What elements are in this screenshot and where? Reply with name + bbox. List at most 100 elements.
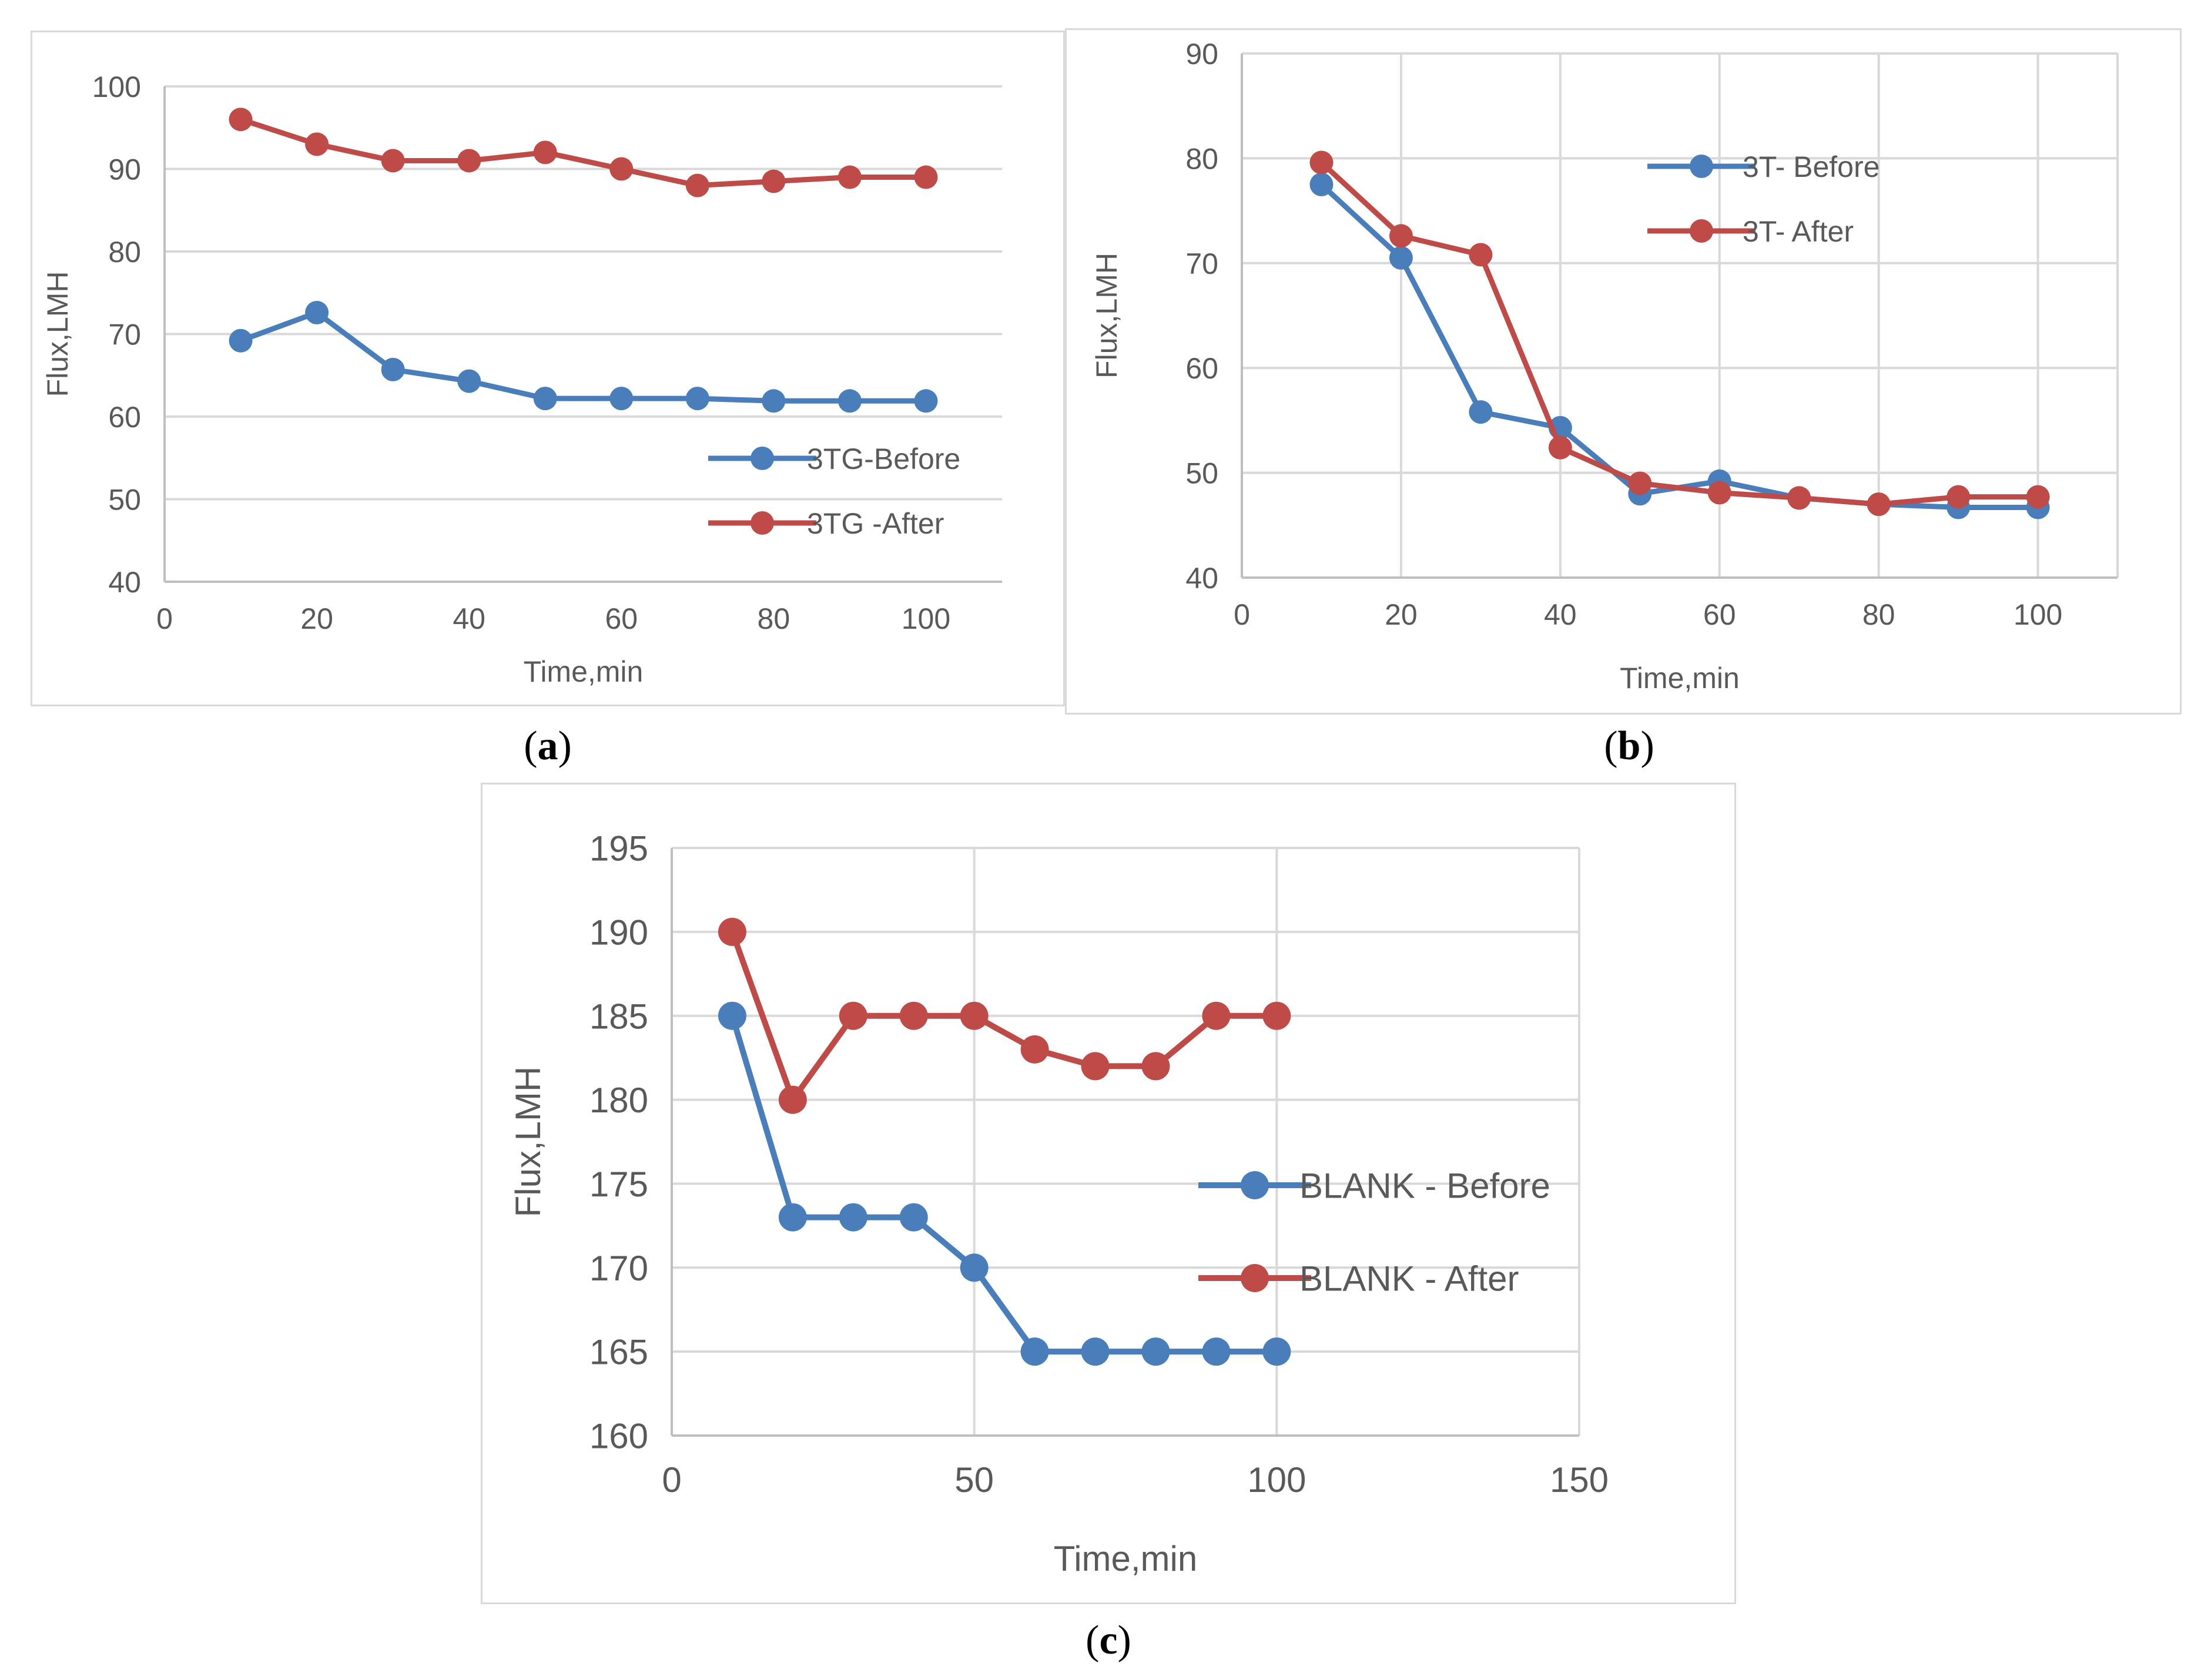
x-tick-label: 50: [954, 1460, 994, 1500]
x-tick-label: 20: [1385, 598, 1418, 631]
data-point: [381, 357, 405, 381]
data-point: [381, 149, 405, 173]
y-tick-label: 195: [589, 829, 648, 868]
series-line-1: [729, 931, 1277, 1103]
legend-label-0: 3T- Before: [1743, 150, 1880, 183]
x-tick-label: 60: [605, 602, 638, 635]
y-tick-label: 160: [589, 1417, 648, 1456]
x-tick-label: 0: [1234, 598, 1250, 631]
data-point: [1469, 400, 1493, 424]
data-point: [762, 389, 786, 413]
y-tick-label: 90: [108, 153, 141, 186]
data-point: [718, 917, 746, 946]
data-point: [839, 1203, 867, 1232]
data-point: [1020, 1035, 1049, 1064]
data-point: [1548, 435, 1572, 460]
y-tick-label: 40: [108, 566, 141, 599]
chart-c-svg: 160 165 170 175 180 185 190 195 0 50 100 150 Time,mi…: [508, 829, 1609, 1578]
data-point: [1628, 471, 1652, 495]
y-tick-label: 190: [589, 913, 648, 952]
x-tick-label: 100: [2014, 598, 2062, 631]
legend-label-1: BLANK - After: [1299, 1259, 1519, 1299]
x-axis-title: Time,min: [524, 655, 644, 688]
legend-label-1: 3T- After: [1743, 215, 1854, 248]
data-point: [839, 1001, 867, 1030]
caption-b: (b): [1604, 723, 1654, 769]
y-axis-title: Flux,LMH: [1090, 253, 1123, 378]
data-point: [914, 165, 938, 189]
data-point: [914, 389, 938, 413]
y-tick-label: 185: [589, 997, 648, 1036]
data-point: [838, 389, 862, 413]
legend-marker-0: [1241, 1171, 1269, 1199]
data-point: [838, 165, 862, 189]
y-tick-label: 50: [108, 484, 141, 517]
y-tick-label: 170: [589, 1249, 648, 1288]
y-axis-title: Flux,LMH: [508, 1067, 548, 1218]
x-tick-label: 100: [1247, 1460, 1306, 1500]
data-point: [1081, 1337, 1110, 1366]
data-point: [1787, 486, 1811, 510]
series-line-1: [1319, 160, 2038, 507]
data-point: [457, 369, 481, 393]
caption-c-letter: c: [1099, 1618, 1118, 1663]
chart-panel-c: 160 165 170 175 180 185 190 195 0 50 100 150 Time,mi…: [481, 783, 1736, 1604]
legend-label-0: 3TG-Before: [807, 442, 960, 475]
data-point: [1202, 1337, 1231, 1366]
x-tick-label: 150: [1550, 1460, 1609, 1500]
series-line-0: [239, 310, 926, 404]
y-axis-title: Flux,LMH: [41, 271, 74, 397]
y-tick-label: 70: [1185, 247, 1218, 280]
y-tick-label: 80: [108, 236, 141, 269]
data-point: [1309, 173, 1334, 196]
data-point: [778, 1085, 807, 1114]
data-point: [1389, 224, 1413, 248]
data-point: [533, 387, 557, 411]
chart-panel-a: 40 50 60 70 80 90 100 0 20 40 60 80 100 Time,min Flux,…: [31, 31, 1065, 706]
x-tick-label: 60: [1703, 598, 1736, 631]
data-point: [457, 149, 481, 173]
data-point: [1469, 243, 1493, 267]
caption-a: (a): [524, 723, 572, 769]
data-point: [718, 1001, 746, 1030]
x-tick-label: 20: [300, 602, 333, 635]
data-point: [1947, 485, 1971, 509]
data-point: [229, 328, 253, 353]
y-tick-label: 60: [1185, 352, 1218, 385]
legend-label-1: 3TG -After: [807, 507, 944, 540]
x-tick-label: 40: [453, 602, 485, 635]
data-point: [1081, 1052, 1110, 1081]
x-tick-label: 40: [1544, 598, 1577, 631]
data-point: [1389, 246, 1413, 270]
y-tick-label: 165: [589, 1333, 648, 1372]
y-tick-label: 50: [1185, 457, 1218, 490]
data-point: [1707, 481, 1731, 505]
data-point: [1141, 1337, 1170, 1366]
data-point: [1141, 1052, 1170, 1081]
y-tick-label: 90: [1185, 38, 1218, 71]
x-axis-title: Time,min: [1620, 662, 1740, 695]
y-tick-label: 60: [108, 401, 141, 434]
caption-c: (c): [1086, 1618, 1131, 1663]
legend-marker-1: [1690, 219, 1713, 243]
data-point: [305, 132, 329, 156]
data-point: [1262, 1001, 1291, 1030]
data-point: [533, 140, 557, 165]
legend-marker-0: [751, 447, 774, 470]
y-tick-label: 175: [589, 1165, 648, 1204]
data-point: [229, 108, 253, 132]
x-tick-label: 80: [758, 602, 790, 635]
y-tick-label: 100: [92, 71, 141, 103]
data-point: [305, 300, 329, 324]
x-tick-label: 100: [902, 602, 950, 635]
legend-marker-1: [751, 511, 774, 535]
data-point: [1020, 1337, 1049, 1366]
data-point: [685, 387, 709, 411]
x-tick-label: 0: [662, 1460, 681, 1500]
legend-marker-0: [1690, 155, 1713, 178]
y-tick-label: 80: [1185, 142, 1218, 175]
data-point: [2026, 485, 2050, 509]
data-point: [762, 169, 786, 193]
data-point: [609, 387, 634, 411]
chart-panel-b: 40 50 60 70 80 90 0 20 40 60 80 100 Time,min Flux,LMH…: [1065, 28, 2182, 715]
